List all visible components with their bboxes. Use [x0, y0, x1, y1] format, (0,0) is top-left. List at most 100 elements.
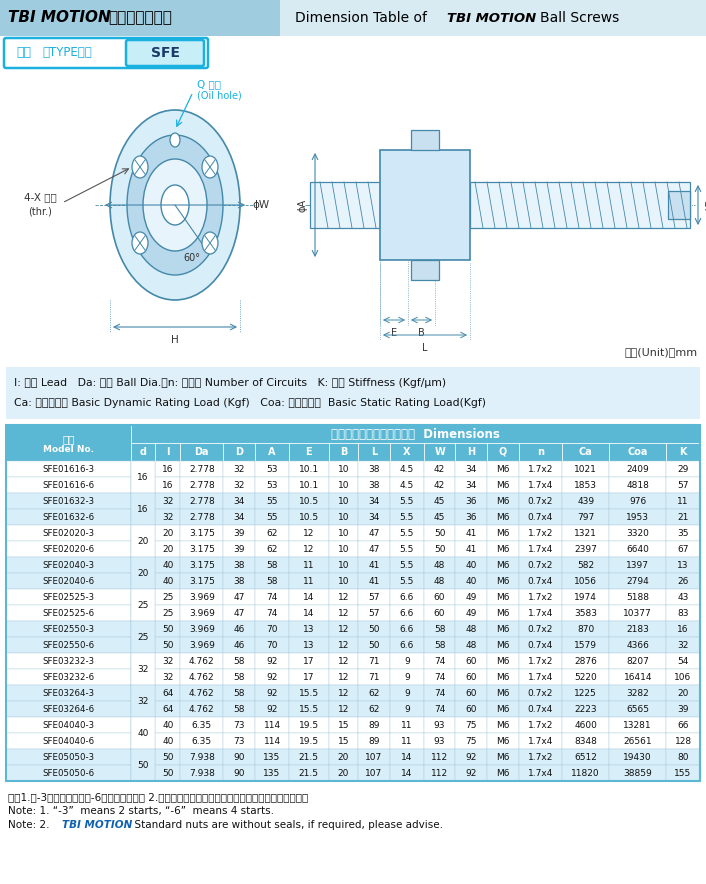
Text: SFE01616-6: SFE01616-6 — [42, 481, 95, 490]
Text: 4-X 通孔: 4-X 通孔 — [23, 192, 56, 202]
Text: 107: 107 — [365, 768, 383, 778]
Bar — [131, 717, 155, 733]
Text: 53: 53 — [266, 481, 277, 490]
Bar — [609, 749, 666, 765]
Bar — [155, 685, 180, 701]
Text: 50: 50 — [369, 641, 380, 650]
Bar — [455, 477, 487, 493]
FancyBboxPatch shape — [126, 40, 204, 66]
Bar — [424, 525, 455, 541]
Bar — [131, 443, 155, 461]
Text: 50: 50 — [162, 624, 174, 634]
Bar — [255, 765, 289, 781]
Bar — [6, 733, 131, 749]
Text: 58: 58 — [234, 657, 245, 666]
Text: SFE02550-6: SFE02550-6 — [42, 641, 95, 650]
Text: L: L — [371, 447, 377, 457]
Text: ϕA: ϕA — [298, 198, 308, 211]
Text: 439: 439 — [577, 497, 594, 506]
Text: 12: 12 — [337, 624, 349, 634]
Text: 16: 16 — [137, 473, 149, 482]
Text: 8348: 8348 — [574, 736, 597, 745]
Text: SFE02040-6: SFE02040-6 — [42, 576, 95, 585]
Text: 112: 112 — [431, 768, 448, 778]
Bar — [519, 653, 562, 669]
Text: 13: 13 — [303, 624, 315, 634]
Text: Q 油孔: Q 油孔 — [197, 79, 221, 89]
Bar — [329, 461, 358, 477]
Bar — [455, 605, 487, 621]
Text: 10: 10 — [337, 576, 349, 585]
Ellipse shape — [161, 185, 189, 225]
Bar — [562, 701, 609, 717]
Text: M6: M6 — [496, 705, 510, 713]
Text: 20: 20 — [137, 529, 149, 537]
Text: 7.938: 7.938 — [189, 768, 215, 778]
Bar — [519, 637, 562, 653]
Bar — [6, 669, 131, 685]
Text: 5.5: 5.5 — [400, 513, 414, 522]
Bar — [180, 477, 223, 493]
Bar — [155, 765, 180, 781]
Text: 60: 60 — [465, 673, 477, 682]
Bar — [6, 541, 131, 557]
Bar — [223, 653, 255, 669]
Text: 1397: 1397 — [626, 560, 650, 569]
Bar — [6, 653, 131, 669]
Text: 34: 34 — [234, 513, 245, 522]
Text: 12: 12 — [303, 545, 315, 553]
Text: A: A — [268, 447, 276, 457]
Text: SFE02525-6: SFE02525-6 — [42, 608, 95, 618]
Bar — [329, 669, 358, 685]
Text: 49: 49 — [466, 592, 477, 601]
Ellipse shape — [143, 159, 207, 251]
Bar — [609, 717, 666, 733]
Bar — [131, 653, 155, 669]
Bar — [455, 573, 487, 589]
Bar — [223, 621, 255, 637]
Bar — [390, 573, 424, 589]
Text: 5.5: 5.5 — [400, 529, 414, 537]
Bar — [487, 477, 519, 493]
Text: Ca: Ca — [579, 447, 592, 457]
Text: 58: 58 — [266, 560, 277, 569]
Bar — [666, 749, 700, 765]
Bar — [131, 573, 155, 589]
Text: 64: 64 — [162, 705, 174, 713]
Bar — [390, 443, 424, 461]
Bar — [131, 477, 155, 493]
Text: 2223: 2223 — [575, 705, 597, 713]
Bar — [6, 749, 131, 765]
Bar — [155, 509, 180, 525]
Bar — [6, 621, 131, 637]
Text: 16414: 16414 — [623, 673, 652, 682]
Bar — [424, 605, 455, 621]
Bar — [255, 701, 289, 717]
Text: 15: 15 — [337, 720, 349, 729]
Text: 10: 10 — [337, 545, 349, 553]
Text: 32: 32 — [162, 513, 174, 522]
Text: 112: 112 — [431, 752, 448, 761]
Text: M6: M6 — [496, 576, 510, 585]
Text: 15.5: 15.5 — [299, 705, 319, 713]
Text: 32: 32 — [137, 657, 149, 666]
Bar — [329, 573, 358, 589]
Bar — [329, 493, 358, 509]
Bar — [223, 443, 255, 461]
Bar — [390, 733, 424, 749]
Text: 40: 40 — [162, 576, 174, 585]
Bar — [487, 637, 519, 653]
Text: SFE03232-3: SFE03232-3 — [42, 657, 95, 666]
Bar — [666, 605, 700, 621]
Bar — [223, 717, 255, 733]
Text: 1.7x2: 1.7x2 — [527, 720, 553, 729]
Text: 58: 58 — [234, 705, 245, 713]
Text: 74: 74 — [266, 592, 277, 601]
Text: 19.5: 19.5 — [299, 736, 319, 745]
Text: 13: 13 — [303, 641, 315, 650]
Bar — [358, 605, 390, 621]
Text: ϕD: ϕD — [705, 198, 706, 212]
Text: 2183: 2183 — [626, 624, 650, 634]
Bar — [424, 701, 455, 717]
Bar — [6, 477, 131, 493]
